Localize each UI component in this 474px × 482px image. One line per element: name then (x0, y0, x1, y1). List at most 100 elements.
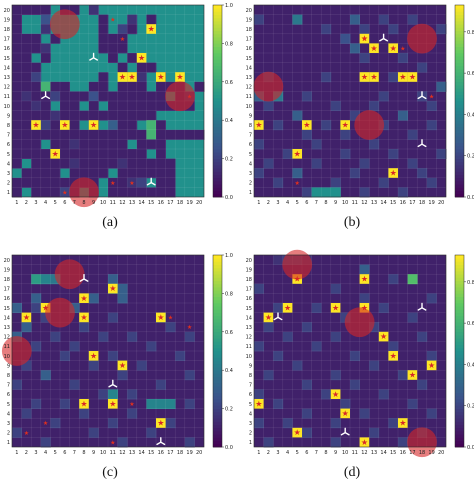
agent-marker (108, 379, 118, 388)
x-tick-label: 13 (371, 450, 377, 456)
heatmap-cell (50, 91, 61, 102)
goal-star: ★ (303, 121, 310, 130)
x-tick-label: 15 (390, 450, 396, 456)
heatmap-cell (127, 101, 138, 111)
heatmap-cell (60, 351, 70, 361)
colorbar-segment (213, 120, 222, 124)
x-tick-label: 16 (400, 200, 406, 206)
colorbar-segment (455, 395, 464, 400)
heatmap-cell (127, 14, 138, 25)
goal-cell (359, 72, 370, 82)
goal-cell (292, 149, 302, 159)
colorbar-frame (212, 4, 223, 198)
heatmap-cell (194, 129, 205, 140)
heatmap-cell (146, 187, 157, 198)
heatmap-cell (127, 120, 138, 131)
colorbar-segment (213, 107, 222, 111)
colorbar-segment (455, 389, 464, 393)
goal-star: ★ (90, 351, 97, 360)
heatmap-cell (50, 129, 61, 140)
colorbar-segment (455, 69, 464, 73)
heatmap-cell (69, 168, 80, 179)
heatmap-cell (21, 72, 32, 83)
heatmap-cell (50, 187, 61, 198)
heatmap-cell (359, 408, 370, 419)
threat-zone (407, 427, 437, 458)
colorbar-segment (213, 379, 222, 384)
colorbar-segment (213, 421, 222, 425)
y-tick-label: 9 (7, 363, 10, 369)
colorbar-segment (455, 88, 464, 92)
heatmap-cell (398, 53, 408, 63)
heatmap-cell (108, 177, 118, 188)
heatmap-cell (12, 110, 22, 121)
colorbar-segment (455, 335, 464, 339)
heatmap-cell (127, 91, 138, 102)
y-tick-label: 3 (7, 421, 10, 427)
heatmap-cell (108, 120, 118, 131)
colorbar-segment (213, 184, 222, 188)
x-tick-label: 12 (119, 450, 125, 456)
goal-cell (407, 370, 418, 380)
agent-marker (156, 437, 166, 446)
goal-cell (146, 24, 156, 34)
x-tick-label: 14 (380, 450, 386, 456)
heatmap-cell (31, 129, 42, 140)
colorbar-segment (455, 418, 464, 422)
heatmap-cell (98, 43, 109, 54)
colorbar-segment (213, 258, 222, 262)
heatmap-cell (263, 370, 274, 381)
goal-star: ★ (265, 313, 272, 322)
y-tick-label: 10 (246, 354, 252, 360)
x-tick-label: 11 (110, 200, 116, 206)
heatmap-cell (292, 168, 303, 179)
colorbar-segment (213, 177, 222, 182)
goal-star: ★ (361, 34, 368, 43)
colorbar-segment (213, 181, 222, 185)
colorbar-segment (455, 101, 464, 105)
heatmap-cell (31, 110, 42, 121)
heatmap-cell (60, 187, 70, 198)
goal-star: ★ (332, 303, 339, 312)
goal-cell (388, 351, 398, 361)
colorbar-frame (454, 254, 465, 448)
goal-cell (127, 72, 137, 82)
x-tick-label: 7 (315, 200, 318, 206)
colorbar-segment (213, 424, 222, 429)
colorbar-segment (213, 139, 222, 143)
heatmap-cell (108, 91, 118, 102)
colorbar-segment (455, 11, 464, 15)
x-tick-label: 11 (110, 450, 116, 456)
heatmap-cell (127, 168, 138, 179)
colorbar-segment (455, 357, 464, 361)
colorbar-segment (213, 110, 222, 115)
goal-cell (378, 331, 389, 342)
colorbar-segment (213, 21, 222, 25)
heatmap-cell (340, 129, 351, 140)
colorbar-segment (455, 293, 464, 297)
goal-star: ★ (361, 73, 368, 82)
heatmap-cell (21, 408, 32, 419)
heatmap-cell (21, 5, 32, 15)
x-tick-label: 12 (361, 450, 367, 456)
heatmap-cell (108, 110, 118, 121)
heatmap-cell (21, 110, 32, 121)
heatmap-cell (40, 168, 51, 179)
y-tick-label: 19 (4, 267, 10, 273)
goal-star: ★ (176, 73, 183, 82)
heatmap-panel-d: ★★★★★★★★★★★★★★★★★12345678910111213141516… (246, 249, 474, 480)
goal-star: ★ (80, 399, 87, 408)
colorbar-segment (213, 309, 222, 313)
colorbar-segment (455, 296, 464, 301)
y-tick-label: 16 (4, 296, 10, 302)
goal-star: ★ (294, 149, 301, 158)
heatmap-cell (50, 33, 61, 44)
colorbar-segment (455, 347, 464, 352)
colorbar-segment (213, 91, 222, 95)
x-tick-label: 5 (296, 450, 299, 456)
heatmap-cell (388, 418, 399, 429)
colorbar-segment (213, 46, 222, 51)
heatmap-cell (136, 62, 147, 73)
y-tick-label: 10 (4, 104, 10, 110)
colorbar-segment (455, 431, 464, 435)
